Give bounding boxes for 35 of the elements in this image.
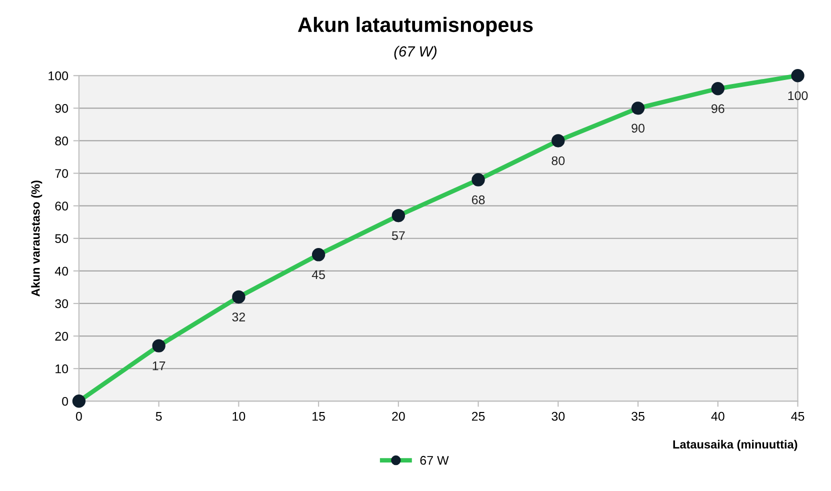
data-label: 100: [788, 91, 808, 100]
data-label: 96: [712, 104, 724, 114]
x-tick-label: 25: [472, 412, 485, 421]
x-tick-label: 45: [791, 412, 804, 421]
x-tick-label: 5: [156, 412, 162, 421]
x-axis-title: Latausaika (minuuttia): [673, 440, 798, 451]
y-tick-label: 0: [62, 396, 68, 406]
x-tick-label: 15: [312, 412, 325, 421]
y-tick-label: 70: [55, 169, 68, 178]
data-label: 90: [632, 124, 644, 133]
y-tick-label: 90: [55, 104, 68, 113]
x-tick-label: 0: [76, 412, 82, 421]
y-tick-label: 40: [54, 266, 68, 276]
x-tick-label: 20: [392, 412, 405, 421]
data-label: 32: [232, 312, 246, 322]
x-tick-label: 30: [552, 412, 565, 421]
chart-subtitle: (67 W): [394, 46, 437, 60]
y-tick-label: 50: [55, 234, 68, 244]
y-tick-label: 60: [55, 202, 68, 210]
data-label: 80: [552, 156, 565, 166]
y-tick-label: 20: [55, 332, 68, 341]
x-tick-label: 10: [232, 412, 246, 421]
y-tick-label: 10: [56, 364, 68, 374]
data-label: 45: [312, 270, 325, 280]
data-label: 17: [152, 362, 166, 370]
legend-label: 67 W: [420, 456, 449, 465]
chart-title: Akun latautumisnopeus: [298, 16, 533, 36]
data-label: 57: [392, 231, 405, 240]
y-tick-label: 80: [55, 136, 68, 146]
y-axis-title: Akun varaustaso (%): [31, 180, 42, 296]
x-tick-label: 35: [632, 412, 644, 421]
y-tick-label: 30: [55, 299, 68, 308]
y-tick-label: 100: [48, 71, 68, 80]
data-label: 68: [472, 195, 485, 204]
x-tick-label: 40: [711, 412, 724, 421]
